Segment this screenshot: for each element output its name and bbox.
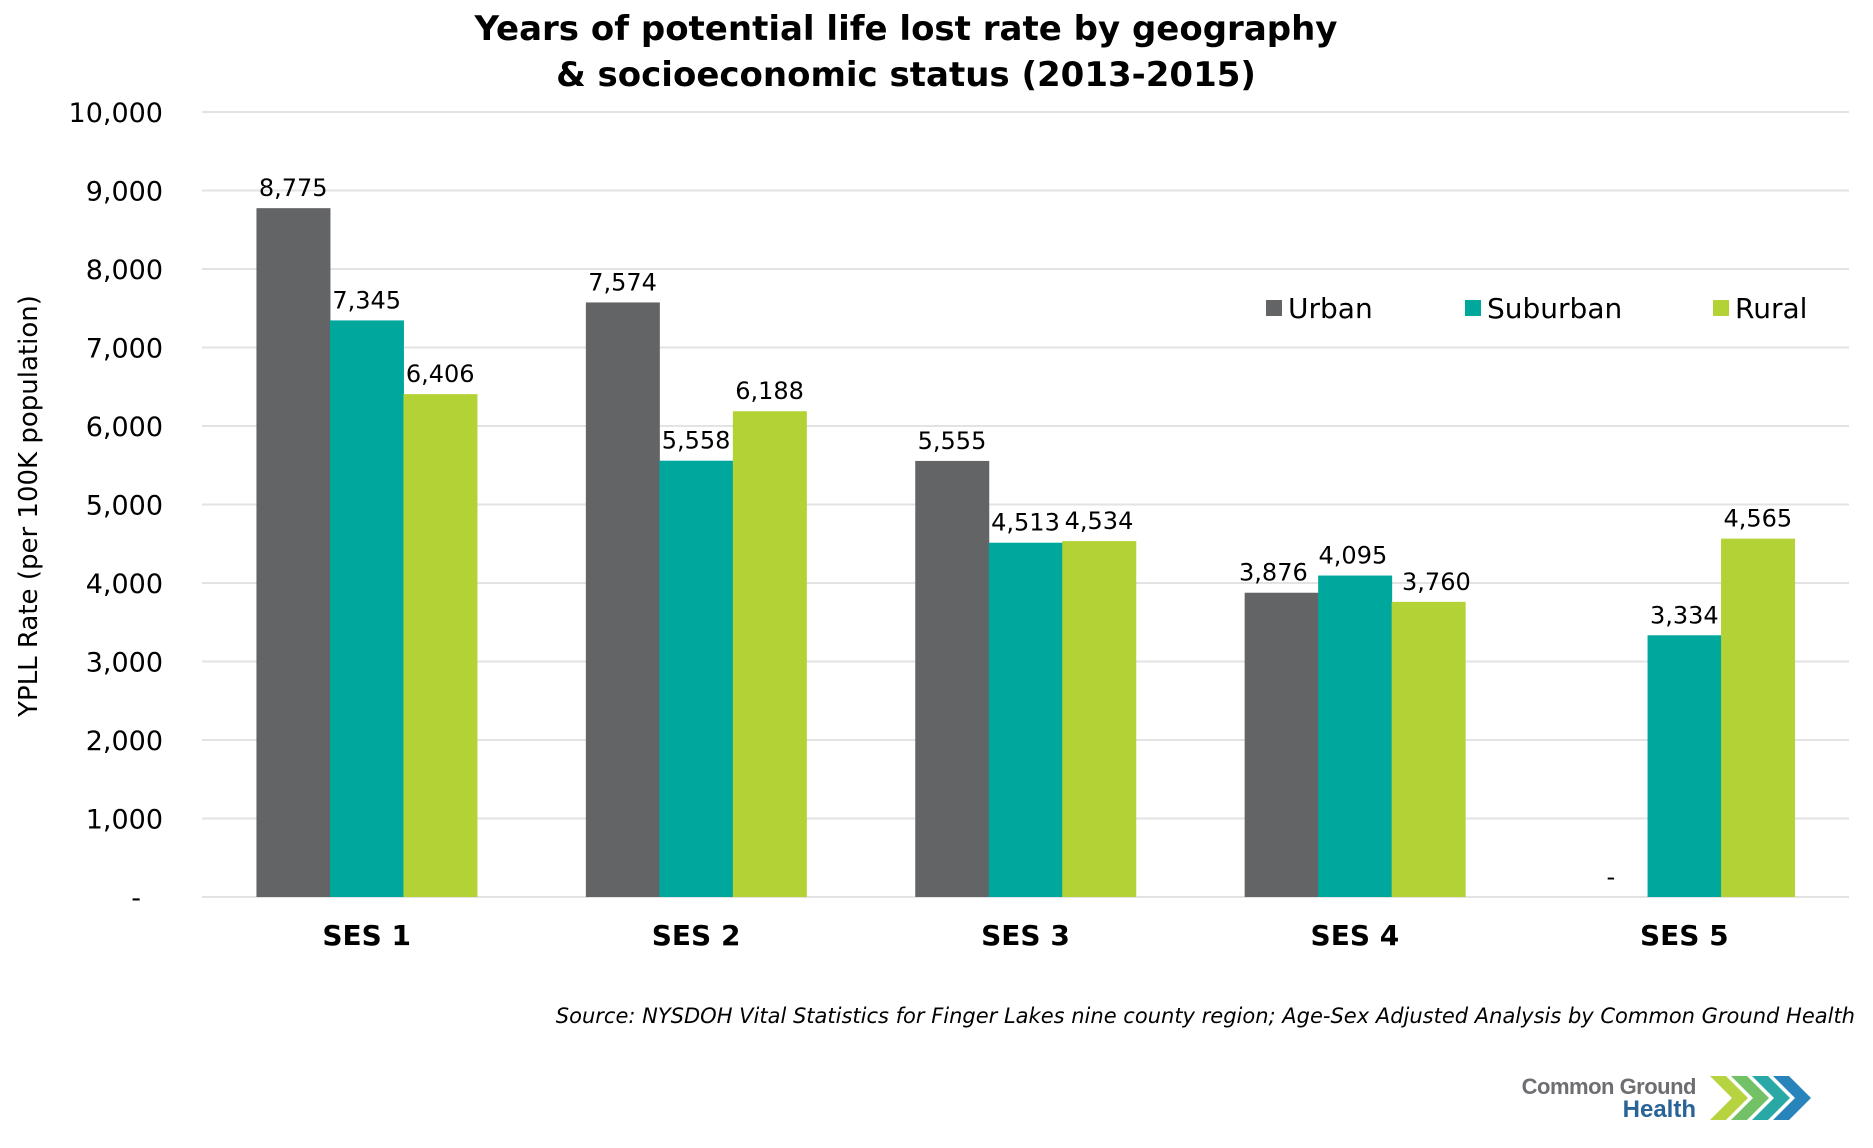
- y-tick-label: 5,000: [86, 491, 163, 522]
- logo-text-line-1: Common Ground: [1521, 1074, 1697, 1099]
- data-label: 3,760: [1402, 568, 1471, 596]
- y-tick-label: -: [131, 883, 141, 914]
- y-tick-label: 10,000: [69, 98, 163, 129]
- y-tick-label: 9,000: [86, 177, 163, 208]
- data-label: 4,095: [1319, 542, 1388, 570]
- chart-title-line-1: Years of potential life lost rate by geo…: [474, 9, 1338, 49]
- data-label: 8,775: [259, 174, 328, 202]
- legend-item-rural: Rural: [1713, 292, 1807, 325]
- x-tick-label: SES 2: [652, 919, 741, 952]
- bar-suburban-ses1: [329, 320, 404, 898]
- data-label: 4,513: [991, 509, 1060, 537]
- bar-suburban-ses2: [659, 460, 734, 897]
- x-axis-ticks: SES 1 SES 2 SES 3 SES 4 SES 5: [322, 919, 1728, 952]
- bar-suburban-ses5: [1647, 635, 1722, 897]
- data-label: 4,534: [1065, 507, 1134, 535]
- common-ground-health-logo: Common Ground Health: [1510, 1072, 1820, 1124]
- chart: Years of potential life lost rate by geo…: [14, 9, 1849, 952]
- bar-rural-ses4: [1391, 601, 1466, 897]
- chevrons-icon: [1710, 1076, 1811, 1120]
- bar-urban-ses1: [256, 208, 331, 898]
- y-axis-title: YPLL Rate (per 100K population): [14, 295, 44, 718]
- x-tick-label: SES 4: [1311, 919, 1400, 952]
- bars: [256, 208, 1796, 898]
- y-tick-label: 7,000: [86, 334, 163, 365]
- legend-label: Rural: [1735, 292, 1807, 325]
- bar-rural-ses1: [403, 394, 478, 897]
- data-label: 5,555: [918, 427, 987, 455]
- legend: Urban Suburban Rural: [1266, 292, 1807, 325]
- y-tick-label: 1,000: [86, 805, 163, 836]
- bar-rural-ses3: [1062, 541, 1137, 897]
- chevron-shape: [1773, 1076, 1811, 1120]
- legend-swatch: [1266, 300, 1282, 316]
- legend-swatch: [1465, 300, 1481, 316]
- y-tick-label: 6,000: [86, 412, 163, 443]
- data-label: 4,565: [1723, 505, 1792, 533]
- bar-suburban-ses4: [1318, 575, 1393, 897]
- y-tick-label: 3,000: [86, 648, 163, 679]
- data-label: 7,345: [332, 286, 401, 314]
- chevron-shape: [1752, 1076, 1790, 1120]
- legend-swatch: [1713, 300, 1729, 316]
- bar-urban-ses2: [585, 302, 660, 897]
- data-label: 7,574: [588, 268, 657, 296]
- chart-title: Years of potential life lost rate by geo…: [474, 9, 1338, 95]
- legend-item-suburban: Suburban: [1465, 292, 1622, 325]
- x-tick-label: SES 3: [981, 919, 1070, 952]
- legend-label: Urban: [1288, 292, 1373, 325]
- source-note: Source: NYSDOH Vital Statistics for Fing…: [555, 1004, 1855, 1028]
- chart-title-line-2: & socioeconomic status (2013-2015): [556, 55, 1256, 95]
- bar-urban-ses3: [915, 460, 990, 897]
- y-tick-label: 8,000: [86, 255, 163, 286]
- legend-label: Suburban: [1487, 292, 1622, 325]
- x-tick-label: SES 1: [322, 919, 411, 952]
- bar-rural-ses5: [1721, 538, 1796, 897]
- data-label: -: [1606, 863, 1615, 891]
- data-label: 3,334: [1650, 601, 1719, 629]
- chevron-shape: [1731, 1076, 1769, 1120]
- y-tick-label: 2,000: [86, 726, 163, 757]
- chevron-shape: [1710, 1076, 1748, 1120]
- legend-item-urban: Urban: [1266, 292, 1373, 325]
- data-label: 3,876: [1239, 559, 1308, 587]
- logo-text-line-2: Health: [1622, 1096, 1696, 1123]
- bar-rural-ses2: [732, 411, 807, 897]
- data-label: 6,406: [406, 360, 475, 388]
- bar-suburban-ses3: [988, 542, 1063, 897]
- bar-urban-ses4: [1244, 592, 1319, 897]
- x-tick-label: SES 5: [1640, 919, 1729, 952]
- y-axis-ticks: - 1,000 2,000 3,000 4,000 5,000 6,000 7,000 8,00…: [69, 98, 163, 914]
- y-tick-label: 4,000: [86, 569, 163, 600]
- data-label: 6,188: [735, 377, 804, 405]
- data-label: 5,558: [662, 427, 731, 455]
